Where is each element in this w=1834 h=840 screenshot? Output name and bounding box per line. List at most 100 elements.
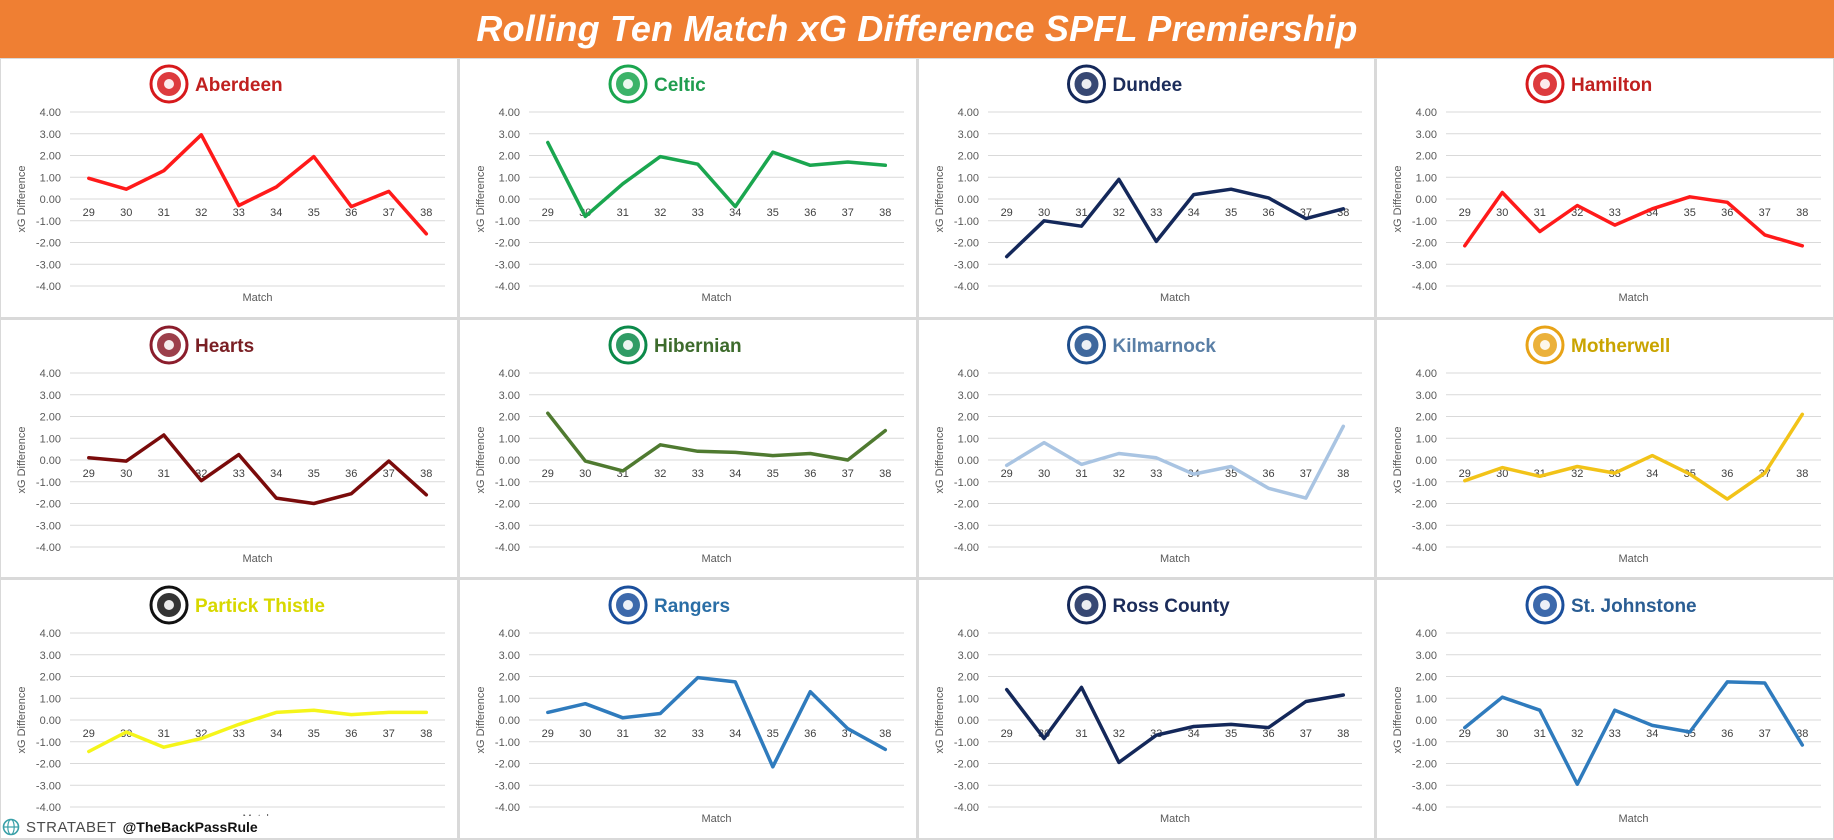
x-tick-label: 35 [1225, 207, 1237, 219]
x-tick-label: 35 [308, 728, 320, 740]
y-tick-label: -2.00 [495, 759, 520, 771]
y-tick-label: 2.00 [958, 672, 979, 684]
y-tick-label: 4.00 [499, 368, 520, 380]
y-tick-label: 1.00 [1416, 693, 1437, 705]
team-name: Aberdeen [195, 75, 283, 96]
y-tick-label: 0.00 [1416, 715, 1437, 727]
line-chart: Ross County 4.00 3.00 2.00 1.00 0.00 -1.00 -2.0… [934, 585, 1362, 825]
y-tick-label: 3.00 [1416, 390, 1437, 402]
y-tick-label: -3.00 [36, 780, 61, 792]
line-chart: Dundee 4.00 3.00 2.00 1.00 0.00 -1.00 -2.00 -3.0… [934, 64, 1362, 304]
globe-icon [2, 818, 20, 836]
y-tick-label: 3.00 [40, 650, 61, 662]
kilmarnock-crest-icon [1067, 325, 1106, 365]
y-tick-label: -4.00 [495, 542, 520, 554]
partick-thistle-crest-icon [149, 585, 189, 625]
y-tick-label: 2.00 [499, 412, 520, 424]
x-tick-label: 29 [542, 468, 554, 480]
line-chart: Aberdeen 4.00 3.00 2.00 1.00 0.00 -1.00 -2.00 -3… [16, 64, 445, 304]
y-tick-label: 2.00 [1416, 151, 1437, 163]
y-tick-label: -4.00 [36, 281, 61, 293]
x-tick-label: 38 [879, 728, 891, 740]
y-tick-label: 0.00 [40, 455, 61, 467]
y-tick-label: 1.00 [499, 693, 520, 705]
x-tick-label: 37 [1300, 468, 1312, 480]
x-axis-label: Match [702, 292, 732, 304]
x-tick-label: 36 [1262, 468, 1274, 480]
x-tick-label: 36 [1262, 207, 1274, 219]
y-tick-label: 0.00 [958, 715, 979, 727]
team-name: Rangers [654, 596, 730, 617]
y-tick-label: 1.00 [40, 172, 61, 184]
y-tick-label: -4.00 [1412, 542, 1437, 554]
x-tick-label: 31 [617, 207, 629, 219]
x-tick-label: 33 [692, 468, 704, 480]
x-tick-label: 37 [842, 207, 854, 219]
x-tick-label: 33 [233, 728, 245, 740]
series-line [1463, 190, 1805, 248]
x-tick-label: 33 [692, 207, 704, 219]
y-tick-label: -1.00 [1412, 477, 1437, 489]
x-tick-label: 31 [158, 207, 170, 219]
y-tick-label: 2.00 [499, 151, 520, 163]
x-tick-label: 36 [1721, 207, 1733, 219]
y-tick-label: -3.00 [1412, 259, 1437, 271]
x-tick-label: 37 [383, 468, 395, 480]
x-tick-label: 34 [270, 207, 282, 219]
x-tick-label: 30 [120, 728, 132, 740]
chart-panel-aberdeen: Aberdeen 4.00 3.00 2.00 1.00 0.00 -1.00 -2.00 -3… [1, 59, 457, 317]
x-tick-label: 32 [654, 468, 666, 480]
motherwell-crest-icon [1525, 325, 1565, 365]
y-tick-label: 4.00 [1416, 107, 1437, 119]
y-tick-label: 3.00 [958, 650, 979, 662]
y-tick-label: 1.00 [958, 172, 979, 184]
chart-panel-hearts: Hearts 4.00 3.00 2.00 1.00 0.00 -1.00 -2.00 -3.0… [1, 320, 457, 577]
x-tick-label: 33 [233, 207, 245, 219]
x-tick-label: 29 [1001, 207, 1013, 219]
series-line [1463, 680, 1805, 786]
line-chart: Hearts 4.00 3.00 2.00 1.00 0.00 -1.00 -2.00 -3.0… [16, 325, 445, 565]
series-line [546, 140, 888, 219]
x-tick-label: 34 [729, 207, 741, 219]
y-tick-label: 2.00 [40, 412, 61, 424]
y-tick-label: -3.00 [495, 520, 520, 532]
y-tick-label: -2.00 [1412, 759, 1437, 771]
hamilton-crest-icon [1525, 64, 1565, 104]
x-tick-label: 35 [308, 207, 320, 219]
y-tick-label: 3.00 [499, 650, 520, 662]
y-tick-label: 0.00 [499, 455, 520, 467]
x-tick-label: 29 [1459, 468, 1471, 480]
x-tick-label: 36 [345, 207, 357, 219]
y-tick-label: -1.00 [495, 477, 520, 489]
y-axis-label: xG Difference [475, 686, 487, 753]
x-tick-label: 32 [1571, 468, 1583, 480]
x-tick-label: 29 [83, 468, 95, 480]
x-tick-label: 38 [1337, 468, 1349, 480]
x-tick-label: 35 [767, 207, 779, 219]
x-tick-label: 38 [420, 207, 432, 219]
x-axis-label: Match [1160, 553, 1190, 565]
y-tick-label: -1.00 [1412, 737, 1437, 749]
x-tick-label: 33 [1609, 207, 1621, 219]
x-tick-label: 34 [270, 728, 282, 740]
x-tick-label: 30 [120, 468, 132, 480]
line-chart: Partick Thistle 4.00 3.00 2.00 1.00 0.00 -1.00… [16, 585, 445, 825]
y-tick-label: -1.00 [954, 477, 979, 489]
y-tick-label: -2.00 [36, 759, 61, 771]
x-tick-label: 37 [1759, 207, 1771, 219]
chart-panel-dundee: Dundee 4.00 3.00 2.00 1.00 0.00 -1.00 -2.00 -3.0… [919, 59, 1374, 317]
y-tick-label: -1.00 [954, 737, 979, 749]
y-tick-label: 2.00 [958, 412, 979, 424]
x-tick-label: 37 [1759, 728, 1771, 740]
y-tick-label: 4.00 [958, 628, 979, 640]
y-tick-label: 3.00 [499, 390, 520, 402]
x-tick-label: 32 [654, 728, 666, 740]
hearts-crest-icon [149, 325, 189, 365]
y-tick-label: 4.00 [40, 368, 61, 380]
x-tick-label: 35 [308, 468, 320, 480]
y-tick-label: 3.00 [958, 129, 979, 141]
y-tick-label: -1.00 [954, 216, 979, 228]
x-axis-label: Match [1619, 553, 1649, 565]
line-chart: Rangers 4.00 3.00 2.00 1.00 0.00 -1.00 -2.00 -3.… [475, 585, 904, 825]
y-tick-label: -2.00 [36, 238, 61, 250]
